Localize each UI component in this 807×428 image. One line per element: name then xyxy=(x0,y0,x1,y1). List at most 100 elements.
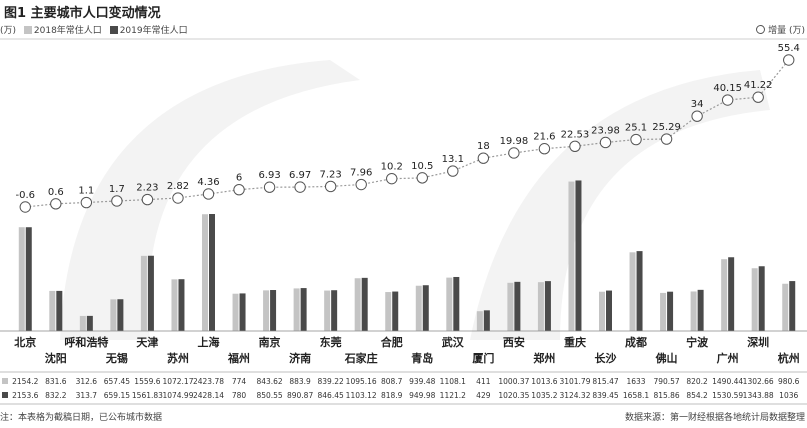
bar-2019 xyxy=(544,281,551,331)
legend-label-2019: 2019年常住人口 xyxy=(119,26,188,36)
increase-marker xyxy=(569,140,581,152)
bar-2019 xyxy=(636,251,643,331)
table-cell-2019: 1035.2 xyxy=(531,391,557,400)
increase-label: 10.2 xyxy=(381,162,403,173)
increase-label: 10.5 xyxy=(411,161,433,172)
category-label: 石家庄 xyxy=(344,351,378,365)
category-label: 武汉 xyxy=(442,335,465,349)
bar-2018 xyxy=(232,293,239,331)
increase-label: 22.53 xyxy=(561,129,590,140)
footnote: 注：本表格为截稿日期，已公布城市数据 xyxy=(0,413,163,423)
watermark-shape xyxy=(60,60,360,340)
table-cell-2019: 854.2 xyxy=(686,391,708,400)
increase-marker xyxy=(50,198,62,210)
increase-marker xyxy=(752,91,764,103)
increase-label: 2.82 xyxy=(167,181,189,192)
category-label: 沈阳 xyxy=(45,351,67,365)
legend-left: (万) 2018年常住人口 2019年常住人口 xyxy=(0,23,188,36)
table-cell-2019: 313.7 xyxy=(76,391,98,400)
unit-label: (万) xyxy=(0,26,17,36)
bar-2018 xyxy=(629,252,636,331)
source-note: 数据来源：第一财经根据各地统计局数据整理 xyxy=(624,413,805,423)
category-label: 北京 xyxy=(14,335,36,349)
increase-label: 34 xyxy=(691,99,704,110)
bar-2019 xyxy=(514,281,521,331)
table-cell-2018: 883.9 xyxy=(289,377,311,386)
increase-marker xyxy=(477,152,490,164)
table-cell-2019: 1121.2 xyxy=(440,391,466,400)
table-cell-2018: 2423.78 xyxy=(193,377,224,386)
table-cell-2019: 1036 xyxy=(779,391,798,400)
table-cell-2018: 1072.17 xyxy=(162,377,193,386)
category-label: 上海 xyxy=(198,335,220,349)
table-cell-2018: 312.6 xyxy=(76,377,98,386)
table-cell-2018: 790.57 xyxy=(653,377,679,386)
bar-2018 xyxy=(721,259,728,331)
table-cell-2019: 659.15 xyxy=(104,391,130,400)
table-cell-2019: 1530.59 xyxy=(712,391,743,400)
table-cell-2018: 839.22 xyxy=(318,377,344,386)
increase-label: 23.98 xyxy=(591,125,620,136)
table-cell-2019: 890.87 xyxy=(287,391,313,400)
increase-label: 7.23 xyxy=(320,169,342,180)
table-cell-2018: 843.62 xyxy=(256,377,282,386)
table-cell-2018: 980.6 xyxy=(778,377,800,386)
bar-2019 xyxy=(25,227,32,331)
increase-marker xyxy=(721,94,734,106)
category-label: 郑州 xyxy=(533,351,555,365)
table-cell-2019: 949.98 xyxy=(409,391,435,400)
table-cell-2019: 1103.12 xyxy=(346,391,377,400)
bar-2018 xyxy=(690,291,697,331)
bar-2019 xyxy=(483,310,490,331)
increase-label: 1.1 xyxy=(78,186,94,197)
table-cell-2018: 939.48 xyxy=(409,377,435,386)
category-label: 深圳 xyxy=(747,335,769,349)
legend-right: 增量 (万) xyxy=(756,23,805,36)
category-label: 青岛 xyxy=(411,351,433,365)
table-cell-2019: 832.2 xyxy=(45,391,67,400)
increase-marker xyxy=(172,192,184,204)
category-label: 广州 xyxy=(717,351,739,365)
bar-2019 xyxy=(331,290,338,331)
table-cell-2019: 818.9 xyxy=(381,391,403,400)
bar-2019 xyxy=(361,277,368,331)
bar-2019 xyxy=(392,291,399,331)
increase-label: 7.96 xyxy=(350,168,372,179)
increase-marker xyxy=(141,193,154,206)
category-label: 重庆 xyxy=(564,335,586,349)
bar-2018 xyxy=(446,277,453,331)
increase-marker xyxy=(447,165,459,177)
category-label: 西安 xyxy=(503,335,525,349)
bar-2019 xyxy=(789,281,796,331)
category-label: 济南 xyxy=(289,351,311,365)
table-cell-2019: 1074.99 xyxy=(162,391,193,400)
category-label: 呼和浩特 xyxy=(64,335,108,349)
bar-2018 xyxy=(79,315,86,331)
bar-2019 xyxy=(270,290,277,331)
increase-marker xyxy=(19,201,31,213)
category-label: 福州 xyxy=(227,351,250,365)
increase-label: 40.15 xyxy=(713,83,742,94)
table-cell-2018: 657.45 xyxy=(104,377,130,386)
category-label: 杭州 xyxy=(778,351,800,365)
increase-label: 19.98 xyxy=(500,136,529,147)
table-cell-2018: 1559.6 xyxy=(134,377,160,386)
increase-marker xyxy=(111,195,123,207)
bar-2018 xyxy=(171,279,178,331)
bar-2018 xyxy=(293,288,300,331)
table-cell-2019: 1343.88 xyxy=(743,391,774,400)
increase-marker xyxy=(630,133,642,146)
table-cell-2018: 1302.66 xyxy=(743,377,774,386)
increase-label: 1.7 xyxy=(109,184,125,195)
chart-title: 图1 主要城市人口变动情况 xyxy=(4,6,161,21)
bar-2018 xyxy=(660,292,667,331)
increase-marker xyxy=(263,181,276,193)
legend: (万) 2018年常住人口 2019年常住人口 增量 (万) xyxy=(0,21,807,37)
bar-2019 xyxy=(209,214,215,331)
bar-2019 xyxy=(56,290,63,331)
table-cell-2018: 820.2 xyxy=(686,377,708,386)
table-cell-2019: 1020.35 xyxy=(498,391,529,400)
category-label: 南京 xyxy=(259,335,281,349)
bar-2018 xyxy=(599,291,605,331)
